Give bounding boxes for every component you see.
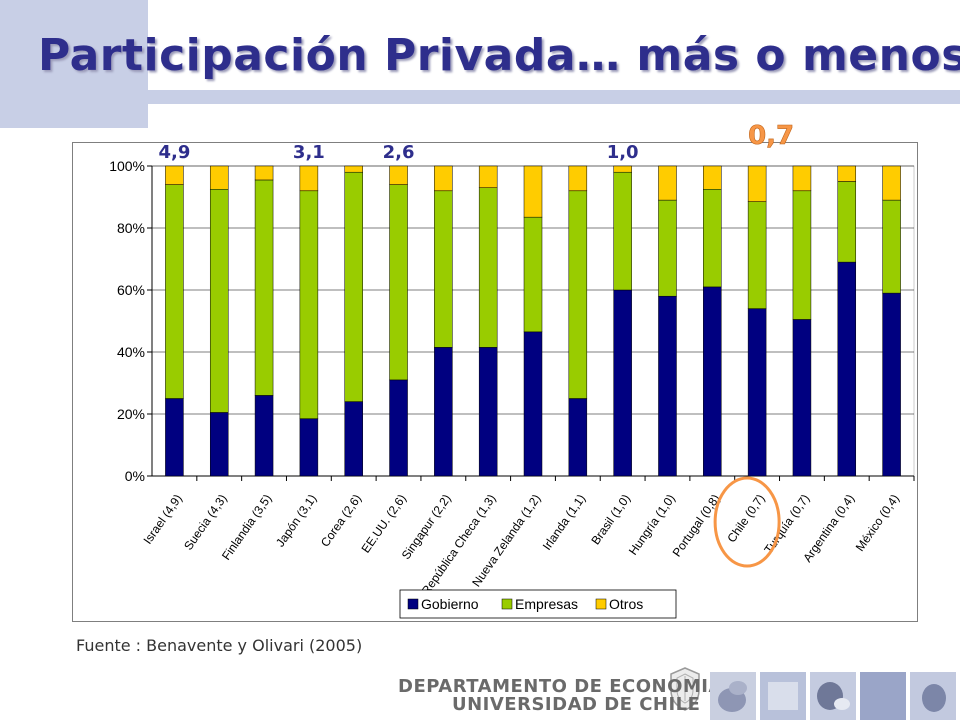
- bar-otros: [165, 165, 184, 185]
- bar-empresas: [882, 199, 901, 294]
- bar-gobierno: [254, 395, 274, 477]
- bar-otros: [344, 165, 363, 173]
- bar-otros: [523, 165, 543, 218]
- x-tick-label: Turquía (0,7): [761, 492, 812, 556]
- callout-value: 1,0: [607, 142, 639, 163]
- university-crest-logo: [670, 667, 700, 711]
- legend-swatch-gobierno: [407, 598, 419, 610]
- footer-photo-4: [860, 672, 906, 720]
- footer-photo-3: [810, 672, 856, 720]
- bar-otros: [478, 165, 498, 188]
- callout-value: 2,6: [383, 142, 415, 163]
- callout-chile-value: 0,7: [748, 121, 794, 151]
- x-tick-label: Irlanda (1,1): [540, 492, 589, 553]
- bar-gobierno: [613, 289, 632, 477]
- bar-empresas: [613, 171, 632, 291]
- chile-highlight-circle: [713, 476, 781, 568]
- bar-gobierno: [299, 418, 319, 477]
- bar-empresas: [344, 171, 363, 402]
- legend-label-gobierno: Gobierno: [421, 596, 479, 612]
- bar-gobierno: [523, 331, 543, 477]
- bar-empresas: [165, 184, 184, 399]
- footer-photo-1: [710, 672, 756, 720]
- bar-otros: [254, 165, 274, 181]
- y-tick-label: 60%: [117, 282, 145, 298]
- bar-gobierno: [703, 286, 722, 477]
- bar-otros: [837, 165, 857, 182]
- footer-photo-2: [760, 672, 806, 720]
- y-tick-label: 40%: [117, 344, 145, 360]
- y-tick-label: 100%: [109, 158, 145, 174]
- footer-department: DEPARTAMENTO DE ECONOMIA: [398, 676, 723, 697]
- bar-otros: [882, 165, 901, 201]
- callout-value: 3,1: [293, 142, 325, 163]
- bar-gobierno: [658, 295, 677, 477]
- y-tick-label: 80%: [117, 220, 145, 236]
- x-tick-label: Corea (2,6): [318, 492, 364, 550]
- x-tick-label: México (0,4): [853, 492, 902, 554]
- bar-gobierno: [882, 292, 901, 477]
- bar-otros: [613, 165, 632, 173]
- bar-otros: [389, 165, 408, 185]
- bar-gobierno: [792, 319, 812, 477]
- bar-empresas: [792, 190, 812, 320]
- bar-empresas: [478, 187, 498, 348]
- bar-otros: [434, 165, 453, 192]
- bar-otros: [568, 165, 588, 192]
- slide-title: Participación Privada… más o menos: [38, 30, 960, 81]
- bar-empresas: [658, 199, 677, 297]
- x-tick-label: Japón (3,1): [273, 492, 319, 550]
- legend-box: [399, 589, 677, 619]
- bar-gobierno: [209, 412, 229, 477]
- decorative-corner-block: [0, 0, 148, 128]
- bar-otros: [792, 165, 812, 192]
- x-tick-label: Chile (0,7): [724, 492, 767, 545]
- bar-empresas: [389, 184, 408, 381]
- bar-otros: [209, 165, 229, 190]
- callout-value: 4,9: [158, 142, 190, 163]
- bar-gobierno: [434, 347, 453, 477]
- footer-photo-5: [910, 672, 956, 720]
- x-tick-label: Suecia (4,3): [181, 492, 230, 553]
- legend-swatch-empresas: [501, 598, 513, 610]
- bar-empresas: [209, 189, 229, 413]
- y-tick-label: 20%: [117, 406, 145, 422]
- x-tick-label: Hungría (1,0): [626, 492, 678, 558]
- bar-gobierno: [344, 401, 363, 477]
- bar-otros: [703, 165, 722, 190]
- x-tick-label: EE.UU. (2,6): [359, 492, 409, 556]
- bar-empresas: [568, 190, 588, 399]
- source-note: Fuente : Benavente y Olivari (2005): [76, 636, 363, 655]
- y-tick-label: 0%: [125, 468, 145, 484]
- legend-swatch-otros: [595, 598, 607, 610]
- bar-empresas: [703, 189, 722, 288]
- bar-empresas: [837, 181, 857, 263]
- x-tick-label: Israel (4,9): [141, 492, 185, 547]
- bar-otros: [299, 165, 319, 192]
- bar-gobierno: [389, 379, 408, 477]
- legend-label-otros: Otros: [609, 596, 643, 612]
- bar-gobierno: [568, 398, 588, 477]
- bar-empresas: [434, 190, 453, 348]
- footer-university: UNIVERSIDAD DE CHILE: [452, 694, 701, 715]
- bar-gobierno: [478, 347, 498, 477]
- bar-otros: [658, 165, 677, 201]
- bar-gobierno: [747, 308, 767, 477]
- legend-label-empresas: Empresas: [515, 596, 578, 612]
- bar-empresas: [299, 190, 319, 419]
- x-tick-label: Brasil (1,0): [588, 492, 633, 548]
- bar-empresas: [747, 201, 767, 309]
- bar-empresas: [254, 179, 274, 396]
- bar-gobierno: [837, 261, 857, 477]
- bar-empresas: [523, 216, 543, 333]
- bar-otros: [747, 165, 767, 202]
- bar-gobierno: [165, 398, 184, 477]
- decorative-title-underline: [148, 90, 960, 104]
